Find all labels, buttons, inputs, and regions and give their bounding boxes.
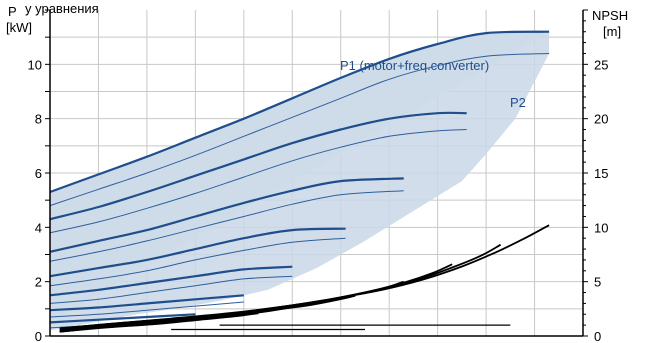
right-tick-label: 25: [594, 57, 608, 72]
right-tick-label: 15: [594, 166, 608, 181]
curves: [49, 30, 550, 333]
p1-curve-7: [49, 313, 196, 324]
p2-curve-3: [49, 190, 404, 262]
p2-curve-1: [49, 53, 550, 207]
left-tick-label: 4: [35, 220, 42, 235]
right-tick-label: 20: [594, 112, 608, 127]
p1-curve-1: [49, 30, 550, 194]
p2-curve-4: [49, 237, 346, 287]
left-tick-label: 10: [28, 57, 42, 72]
right-tick-label: 10: [594, 220, 608, 235]
left-tick-label: 6: [35, 166, 42, 181]
p1-series-label: P1 (motor+freq.converter): [340, 58, 489, 73]
p1-curve-6: [49, 294, 244, 312]
p2-series-label: P2: [510, 95, 526, 110]
p1-curve-5: [49, 265, 293, 297]
p1-curve-3: [49, 177, 404, 253]
band-fill: [50, 31, 550, 331]
npsh-curve-7: [59, 312, 259, 333]
left-tick-label: 0: [35, 329, 42, 343]
left-axis-title: P: [8, 4, 17, 19]
p2-curve-6: [49, 301, 244, 318]
left-axis-unit: [kW]: [6, 20, 32, 35]
p1-curve-4: [49, 227, 346, 278]
left-tick-label: 8: [35, 112, 42, 127]
p2-curve-2: [49, 129, 467, 234]
header-fragment: у уравнения: [25, 1, 99, 16]
p1-curve-2: [49, 111, 467, 221]
p2-curve-5: [49, 275, 293, 304]
left-tick-label: 2: [35, 275, 42, 290]
right-tick-label: 5: [594, 275, 601, 290]
right-axis-unit: [m]: [603, 24, 621, 39]
ticks: 0 2 4 6 8 10 0 5 10 15 20 25: [28, 9, 608, 343]
right-tick-label: 0: [594, 329, 601, 343]
operating-band: [50, 31, 550, 331]
right-axis-title: NPSH: [592, 8, 628, 23]
